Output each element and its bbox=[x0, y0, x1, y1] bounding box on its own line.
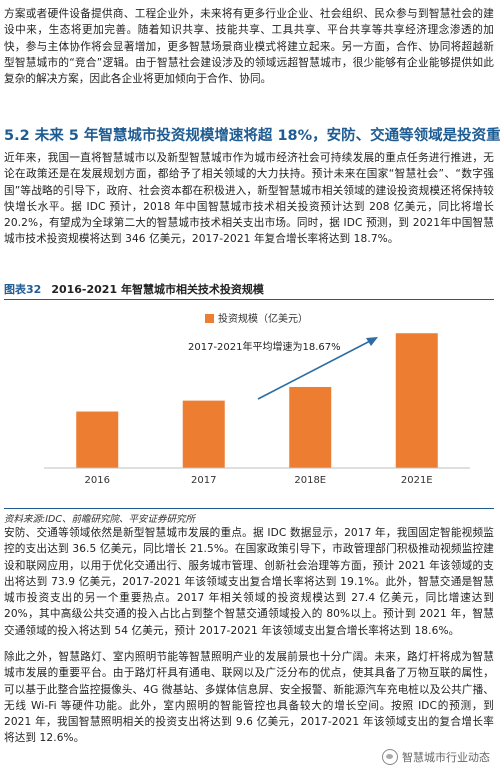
figure-title: 2016-2021 年智慧城市相关技术投资规模 bbox=[51, 283, 264, 296]
figure-label: 图表32 bbox=[4, 283, 42, 296]
trend-arrow bbox=[257, 339, 373, 400]
chart-legend: 投资规模（亿美元） bbox=[205, 312, 308, 325]
figure-title-bar: 图表32 2016-2021 年智慧城市相关技术投资规模 bbox=[4, 281, 494, 300]
section-heading: 5.2 未来 5 年智慧城市投资规模增速将超 18%，安防、交通等领域是投资重点 bbox=[4, 128, 500, 144]
watermark: 智慧城市行业动态 bbox=[382, 749, 490, 765]
x-tick-label-2021E: 2021E bbox=[401, 475, 433, 486]
intro-paragraph: 方案或者硬件设备提供商、工程企业外，未来将有更多行业企业、社会组织、民众参与到智… bbox=[4, 8, 494, 86]
source-divider bbox=[4, 508, 494, 509]
watermark-text: 智慧城市行业动态 bbox=[402, 751, 490, 764]
bar-2018E bbox=[289, 386, 332, 468]
figure-source: 资料来源:IDC、前瞻研究院、平安证券研究所 bbox=[4, 514, 195, 525]
wechat-icon bbox=[382, 749, 398, 765]
bar-2017 bbox=[182, 400, 225, 468]
x-tick-label-2016: 2016 bbox=[85, 475, 110, 486]
bar-2016 bbox=[76, 411, 119, 468]
transport-paragraph: 安防、交通等领域依然是新型智慧城市发展的重点。据 IDC 数据显示，2017 年… bbox=[4, 527, 494, 637]
bar-2021E bbox=[395, 333, 438, 468]
x-tick-label-2018E: 2018E bbox=[294, 475, 326, 486]
legend-swatch bbox=[205, 314, 214, 323]
trend-arrowhead bbox=[366, 337, 378, 346]
trend-annotation-text: 2017-2021年平均增速为18.67% bbox=[188, 340, 341, 353]
legend-label: 投资规模（亿美元） bbox=[218, 312, 308, 325]
trend-annotation: 2017-2021年平均增速为18.67% bbox=[188, 337, 378, 400]
investment-paragraph: 近年来，我国一直将智慧城市以及新型智慧城市作为城市经济社会可持续发展的重点任务进… bbox=[4, 152, 494, 246]
lighting-paragraph: 除此之外，智慧路灯、室内照明节能等智慧照明产业的发展前景也十分广阔。未来，路灯杆… bbox=[4, 651, 494, 745]
investment-bar-chart: 投资规模（亿美元） 2016 2017 2018E 2021E 2017-2021年平… bbox=[44, 312, 470, 486]
x-tick-label-2017: 2017 bbox=[191, 475, 216, 486]
